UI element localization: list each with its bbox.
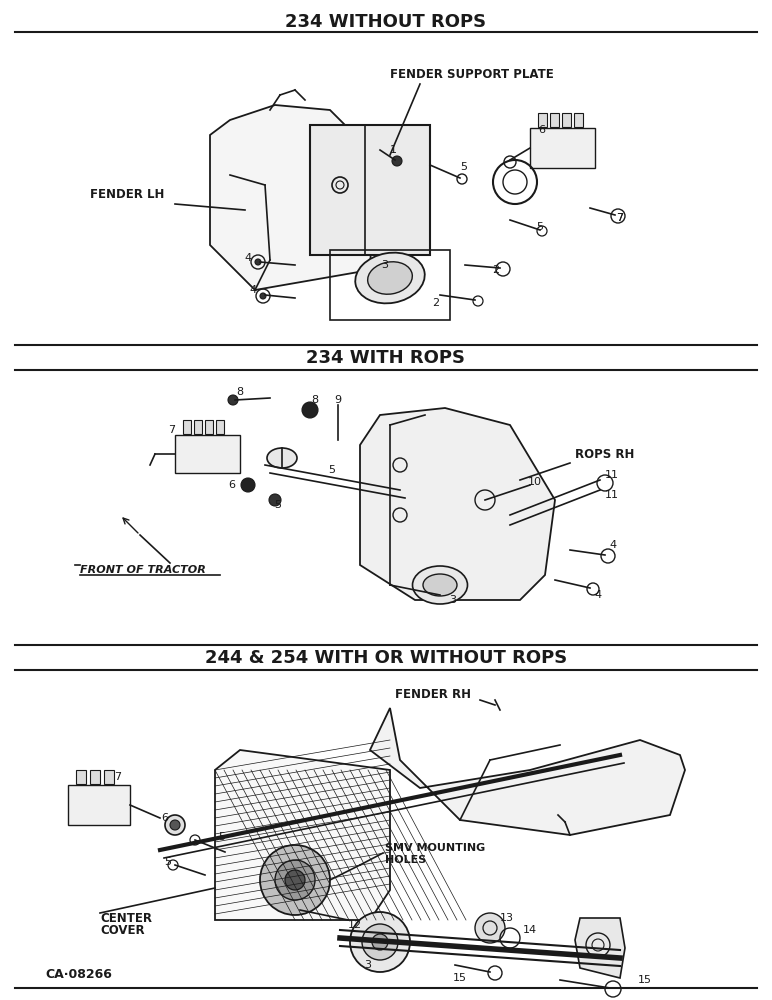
Text: 2: 2	[432, 298, 439, 308]
Text: 5: 5	[275, 500, 282, 510]
Text: 4: 4	[249, 285, 256, 295]
Text: FENDER LH: FENDER LH	[90, 188, 164, 202]
Polygon shape	[210, 105, 375, 290]
Text: 9: 9	[334, 395, 341, 405]
Circle shape	[285, 870, 305, 890]
Circle shape	[228, 395, 238, 405]
Bar	[205, 420, 213, 434]
Circle shape	[255, 259, 261, 265]
Circle shape	[475, 913, 505, 943]
Text: 6: 6	[539, 125, 546, 135]
Text: 7: 7	[114, 772, 121, 782]
Text: 234 WITH ROPS: 234 WITH ROPS	[306, 349, 466, 367]
Text: 4: 4	[609, 540, 617, 550]
Bar	[538, 113, 547, 127]
Ellipse shape	[412, 566, 468, 604]
Bar	[104, 770, 114, 784]
Text: 12: 12	[348, 920, 362, 930]
Text: 3: 3	[381, 260, 388, 270]
Text: 11: 11	[605, 470, 619, 480]
Text: HOLES: HOLES	[385, 855, 426, 865]
Bar	[330, 250, 450, 320]
Text: CA·08266: CA·08266	[45, 968, 112, 982]
Bar	[574, 113, 583, 127]
Text: 7: 7	[616, 213, 624, 223]
Circle shape	[372, 934, 388, 950]
Circle shape	[275, 860, 315, 900]
Text: 5: 5	[537, 222, 543, 232]
Text: 1: 1	[390, 145, 397, 155]
Text: CENTER: CENTER	[100, 912, 152, 924]
Text: 4: 4	[594, 590, 601, 600]
Text: 13: 13	[500, 913, 514, 923]
Circle shape	[260, 293, 266, 299]
Bar	[68, 785, 130, 825]
Text: 14: 14	[523, 925, 537, 935]
Text: 10: 10	[528, 477, 542, 487]
Circle shape	[170, 820, 180, 830]
Text: 8: 8	[236, 387, 243, 397]
Bar	[175, 435, 240, 473]
Text: 2: 2	[493, 265, 499, 275]
Circle shape	[362, 924, 398, 960]
Text: ROPS RH: ROPS RH	[575, 448, 635, 462]
Bar	[530, 128, 595, 168]
Text: SMV MOUNTING: SMV MOUNTING	[385, 843, 486, 853]
Circle shape	[165, 815, 185, 835]
Bar	[562, 113, 571, 127]
Text: 244 & 254 WITH OR WITHOUT ROPS: 244 & 254 WITH OR WITHOUT ROPS	[205, 649, 567, 667]
Text: 4: 4	[245, 253, 252, 263]
Text: 5: 5	[329, 465, 336, 475]
Ellipse shape	[355, 253, 425, 303]
Text: 6: 6	[228, 480, 235, 490]
Text: 5: 5	[164, 857, 171, 867]
Polygon shape	[215, 750, 390, 920]
Text: 15: 15	[453, 973, 467, 983]
Bar	[183, 420, 191, 434]
Text: 7: 7	[616, 213, 624, 223]
Bar	[216, 420, 224, 434]
Circle shape	[260, 845, 330, 915]
Text: 3: 3	[364, 960, 371, 970]
Circle shape	[392, 156, 402, 166]
Polygon shape	[360, 408, 555, 600]
Text: 6: 6	[161, 813, 168, 823]
Text: FENDER RH: FENDER RH	[395, 688, 471, 702]
Bar	[550, 113, 559, 127]
Text: FRONT OF TRACTOR: FRONT OF TRACTOR	[80, 565, 206, 575]
Polygon shape	[310, 125, 430, 255]
Text: 5: 5	[461, 162, 468, 172]
Bar	[90, 770, 100, 784]
Circle shape	[241, 478, 255, 492]
Text: 5: 5	[218, 832, 225, 842]
Circle shape	[302, 402, 318, 418]
Text: FENDER SUPPORT PLATE: FENDER SUPPORT PLATE	[390, 68, 554, 82]
Polygon shape	[575, 918, 625, 978]
Text: 3: 3	[449, 595, 456, 605]
Text: 7: 7	[168, 425, 175, 435]
Text: 11: 11	[605, 490, 619, 500]
Circle shape	[350, 912, 410, 972]
Ellipse shape	[367, 262, 412, 294]
Text: COVER: COVER	[100, 924, 144, 936]
Ellipse shape	[267, 448, 297, 468]
Bar	[76, 770, 86, 784]
Circle shape	[269, 494, 281, 506]
Ellipse shape	[423, 574, 457, 596]
Text: 234 WITHOUT ROPS: 234 WITHOUT ROPS	[286, 13, 486, 31]
Bar	[194, 420, 202, 434]
Text: 8: 8	[311, 395, 319, 405]
Polygon shape	[370, 708, 685, 835]
Text: 15: 15	[638, 975, 652, 985]
